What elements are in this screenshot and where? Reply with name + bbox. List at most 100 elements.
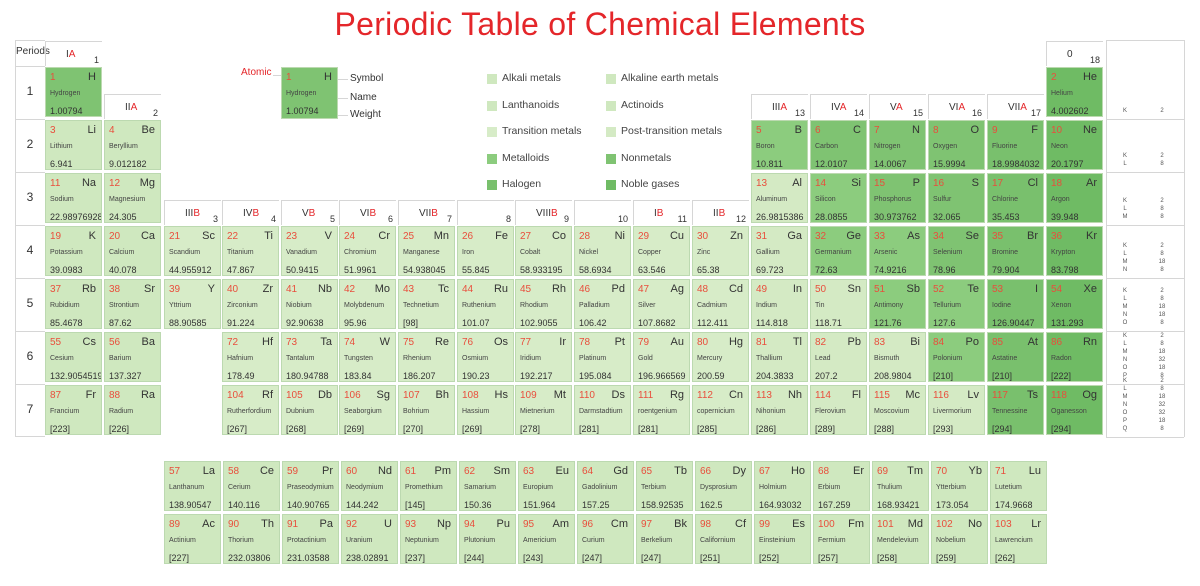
element-cell[interactable]: 3 Li Lithium 6.941: [45, 120, 102, 170]
element-cell[interactable]: 61 Pm Promethium [145]: [400, 461, 457, 511]
element-cell[interactable]: 49 In Indium 114.818: [751, 279, 808, 329]
element-cell[interactable]: 75 Re Rhenium 186.207: [398, 332, 455, 382]
element-cell[interactable]: 69 Tm Thulium 168.93421: [872, 461, 929, 511]
element-cell[interactable]: 84 Po Polonium [210]: [928, 332, 985, 382]
element-cell[interactable]: 102 No Nobelium [259]: [931, 514, 988, 564]
element-cell[interactable]: 80 Hg Mercury 200.59: [692, 332, 749, 382]
element-cell[interactable]: 39 Y Yttrium 88.90585: [164, 279, 221, 329]
element-cell[interactable]: 70 Yb Ytterbium 173.054: [931, 461, 988, 511]
element-cell[interactable]: 101 Md Mendelevium [258]: [872, 514, 929, 564]
element-cell[interactable]: 37 Rb Rubidium 85.4678: [45, 279, 102, 329]
element-cell[interactable]: 21 Sc Scandium 44.955912: [164, 226, 221, 276]
element-cell[interactable]: 51 Sb Antimony 121.76: [869, 279, 926, 329]
element-cell[interactable]: 8 O Oxygen 15.9994: [928, 120, 985, 170]
element-cell[interactable]: 63 Eu Europium 151.964: [518, 461, 575, 511]
element-cell[interactable]: 115 Mc Moscovium [288]: [869, 385, 926, 435]
element-cell[interactable]: 87 Fr Francium [223]: [45, 385, 102, 435]
element-cell[interactable]: 47 Ag Silver 107.8682: [633, 279, 690, 329]
element-cell[interactable]: 1 H Hydrogen 1.00794: [45, 67, 102, 117]
element-cell[interactable]: 44 Ru Ruthenium 101.07: [457, 279, 514, 329]
element-cell[interactable]: 32 Ge Germanium 72.63: [810, 226, 867, 276]
element-cell[interactable]: 103 Lr Lawrencium [262]: [990, 514, 1047, 564]
element-cell[interactable]: 113 Nh Nihonium [286]: [751, 385, 808, 435]
element-cell[interactable]: 118 Og Oganesson [294]: [1046, 385, 1103, 435]
element-cell[interactable]: 17 Cl Chlorine 35.453: [987, 173, 1044, 223]
element-cell[interactable]: 105 Db Dubnium [268]: [281, 385, 338, 435]
element-cell[interactable]: 23 V Vanadium 50.9415: [281, 226, 338, 276]
element-cell[interactable]: 81 Tl Thallium 204.3833: [751, 332, 808, 382]
element-cell[interactable]: 74 W Tungsten 183.84: [339, 332, 396, 382]
element-cell[interactable]: 97 Bk Berkelium [247]: [636, 514, 693, 564]
element-cell[interactable]: 11 Na Sodium 22.98976928: [45, 173, 102, 223]
element-cell[interactable]: 60 Nd Neodymium 144.242: [341, 461, 398, 511]
element-cell[interactable]: 86 Rn Radon [222]: [1046, 332, 1103, 382]
element-cell[interactable]: 46 Pd Palladium 106.42: [574, 279, 631, 329]
element-cell[interactable]: 77 Ir Iridium 192.217: [515, 332, 572, 382]
element-cell[interactable]: 59 Pr Praseodymium 140.90765: [282, 461, 339, 511]
element-cell[interactable]: 26 Fe Iron 55.845: [457, 226, 514, 276]
element-cell[interactable]: 38 Sr Strontium 87.62: [104, 279, 161, 329]
element-cell[interactable]: 95 Am Americium [243]: [518, 514, 575, 564]
element-cell[interactable]: 42 Mo Molybdenum 95.96: [339, 279, 396, 329]
element-cell[interactable]: 85 At Astatine [210]: [987, 332, 1044, 382]
element-cell[interactable]: 112 Cn copernicium [285]: [692, 385, 749, 435]
element-cell[interactable]: 111 Rg roentgenium [281]: [633, 385, 690, 435]
element-cell[interactable]: 31 Ga Gallium 69.723: [751, 226, 808, 276]
element-cell[interactable]: 54 Xe Xenon 131.293: [1046, 279, 1103, 329]
element-cell[interactable]: 13 Al Aluminum 26.9815386: [751, 173, 808, 223]
element-cell[interactable]: 55 Cs Cesium 132.9054519: [45, 332, 102, 382]
element-cell[interactable]: 34 Se Selenium 78.96: [928, 226, 985, 276]
element-cell[interactable]: 27 Co Cobalt 58.933195: [515, 226, 572, 276]
element-cell[interactable]: 30 Zn Zinc 65.38: [692, 226, 749, 276]
element-cell[interactable]: 104 Rf Rutherfordium [267]: [222, 385, 279, 435]
element-cell[interactable]: 109 Mt Mietnerium [278]: [515, 385, 572, 435]
element-cell[interactable]: 52 Te Tellurium 127.6: [928, 279, 985, 329]
element-cell[interactable]: 15 P Phosphorus 30.973762: [869, 173, 926, 223]
element-cell[interactable]: 107 Bh Bohrium [270]: [398, 385, 455, 435]
element-cell[interactable]: 99 Es Einsteinium [252]: [754, 514, 811, 564]
element-cell[interactable]: 29 Cu Copper 63.546: [633, 226, 690, 276]
element-cell[interactable]: 64 Gd Gadolinium 157.25: [577, 461, 634, 511]
element-cell[interactable]: 9 F Fluorine 18.9984032: [987, 120, 1044, 170]
element-cell[interactable]: 57 La Lanthanum 138.90547: [164, 461, 221, 511]
element-cell[interactable]: 6 C Carbon 12.0107: [810, 120, 867, 170]
element-cell[interactable]: 110 Ds Darmstadtium [281]: [574, 385, 631, 435]
element-cell[interactable]: 7 N Nitrogen 14.0067: [869, 120, 926, 170]
element-cell[interactable]: 72 Hf Hafnium 178.49: [222, 332, 279, 382]
element-cell[interactable]: 79 Au Gold 196.966569: [633, 332, 690, 382]
element-cell[interactable]: 50 Sn Tin 118.71: [810, 279, 867, 329]
element-cell[interactable]: 16 S Sulfur 32.065: [928, 173, 985, 223]
element-cell[interactable]: 14 Si Silicon 28.0855: [810, 173, 867, 223]
element-cell[interactable]: 19 K Potassium 39.0983: [45, 226, 102, 276]
element-cell[interactable]: 22 Ti Titanium 47.867: [222, 226, 279, 276]
element-cell[interactable]: 45 Rh Rhodium 102.9055: [515, 279, 572, 329]
element-cell[interactable]: 67 Ho Holmium 164.93032: [754, 461, 811, 511]
element-cell[interactable]: 41 Nb Niobium 92.90638: [281, 279, 338, 329]
element-cell[interactable]: 35 Br Bromine 79.904: [987, 226, 1044, 276]
element-cell[interactable]: 62 Sm Samarium 150.36: [459, 461, 516, 511]
element-cell[interactable]: 106 Sg Seaborgium [269]: [339, 385, 396, 435]
element-cell[interactable]: 2 He Helium 4.002602: [1046, 67, 1103, 117]
element-cell[interactable]: 12 Mg Magnesium 24.305: [104, 173, 161, 223]
element-cell[interactable]: 78 Pt Platinum 195.084: [574, 332, 631, 382]
element-cell[interactable]: 89 Ac Actinium [227]: [164, 514, 221, 564]
element-cell[interactable]: 66 Dy Dysprosium 162.5: [695, 461, 752, 511]
element-cell[interactable]: 108 Hs Hassium [269]: [457, 385, 514, 435]
element-cell[interactable]: 43 Tc Technetium [98]: [398, 279, 455, 329]
element-cell[interactable]: 36 Kr Krypton 83.798: [1046, 226, 1103, 276]
element-cell[interactable]: 96 Cm Curium [247]: [577, 514, 634, 564]
element-cell[interactable]: 65 Tb Terbium 158.92535: [636, 461, 693, 511]
element-cell[interactable]: 114 Fl Flerovium [289]: [810, 385, 867, 435]
element-cell[interactable]: 24 Cr Chromium 51.9961: [339, 226, 396, 276]
element-cell[interactable]: 94 Pu Plutonium [244]: [459, 514, 516, 564]
element-cell[interactable]: 5 B Boron 10.811: [751, 120, 808, 170]
element-cell[interactable]: 20 Ca Calcium 40.078: [104, 226, 161, 276]
element-cell[interactable]: 4 Be Beryllium 9.012182: [104, 120, 161, 170]
element-cell[interactable]: 91 Pa Protactinium 231.03588: [282, 514, 339, 564]
element-cell[interactable]: 28 Ni Nickel 58.6934: [574, 226, 631, 276]
element-cell[interactable]: 90 Th Thorium 232.03806: [223, 514, 280, 564]
element-cell[interactable]: 98 Cf Californium [251]: [695, 514, 752, 564]
element-cell[interactable]: 82 Pb Lead 207.2: [810, 332, 867, 382]
element-cell[interactable]: 117 Ts Tennessine [294]: [987, 385, 1044, 435]
element-cell[interactable]: 18 Ar Argon 39.948: [1046, 173, 1103, 223]
